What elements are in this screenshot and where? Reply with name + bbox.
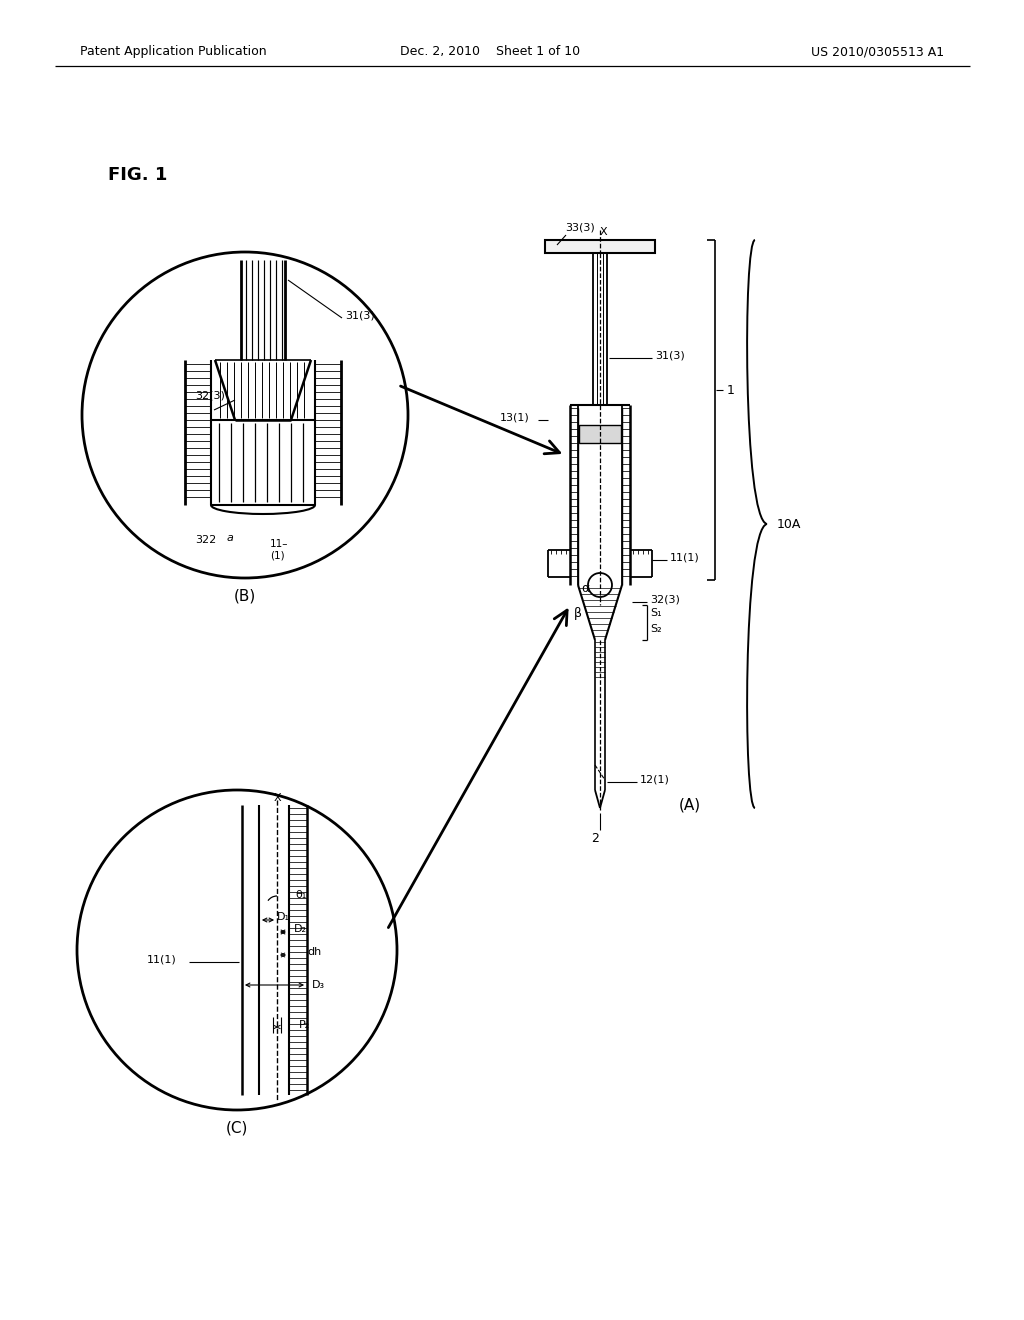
Text: 2: 2	[591, 832, 599, 845]
Text: P₂: P₂	[299, 1020, 310, 1030]
Text: 11–
(1): 11– (1)	[270, 539, 289, 561]
Text: 13(1): 13(1)	[500, 412, 529, 422]
Text: 33(3): 33(3)	[565, 223, 595, 234]
Text: (C): (C)	[226, 1121, 248, 1135]
Text: 1: 1	[727, 384, 735, 396]
Text: Patent Application Publication: Patent Application Publication	[80, 45, 266, 58]
Text: D₃: D₃	[312, 979, 326, 990]
Text: (B): (B)	[233, 589, 256, 603]
Text: X: X	[273, 793, 281, 803]
Text: 11(1): 11(1)	[147, 954, 177, 965]
Text: S₂: S₂	[650, 624, 662, 634]
Text: X: X	[599, 227, 607, 238]
Bar	[545, 240, 655, 253]
Text: 32(3): 32(3)	[650, 595, 680, 605]
Text: 32(3): 32(3)	[195, 389, 225, 400]
Text: 31(3): 31(3)	[345, 310, 375, 319]
Text: 31(3): 31(3)	[655, 350, 685, 360]
Text: α: α	[581, 582, 589, 594]
Text: Dec. 2, 2010    Sheet 1 of 10: Dec. 2, 2010 Sheet 1 of 10	[400, 45, 581, 58]
Text: 322: 322	[195, 535, 216, 545]
Text: FIG. 1: FIG. 1	[108, 166, 167, 183]
Bar	[579, 425, 621, 444]
Text: 10A: 10A	[777, 517, 802, 531]
Text: 11(1): 11(1)	[670, 553, 699, 564]
Text: D₂: D₂	[294, 924, 307, 935]
Text: (A): (A)	[679, 797, 701, 813]
Text: D₁: D₁	[278, 912, 290, 921]
Text: β: β	[574, 606, 582, 619]
Text: S₁: S₁	[650, 609, 662, 618]
Text: θ₁: θ₁	[295, 890, 306, 900]
Text: 12(1): 12(1)	[640, 775, 670, 785]
Text: dh: dh	[307, 946, 322, 957]
Text: a: a	[226, 533, 233, 543]
Text: US 2010/0305513 A1: US 2010/0305513 A1	[811, 45, 944, 58]
